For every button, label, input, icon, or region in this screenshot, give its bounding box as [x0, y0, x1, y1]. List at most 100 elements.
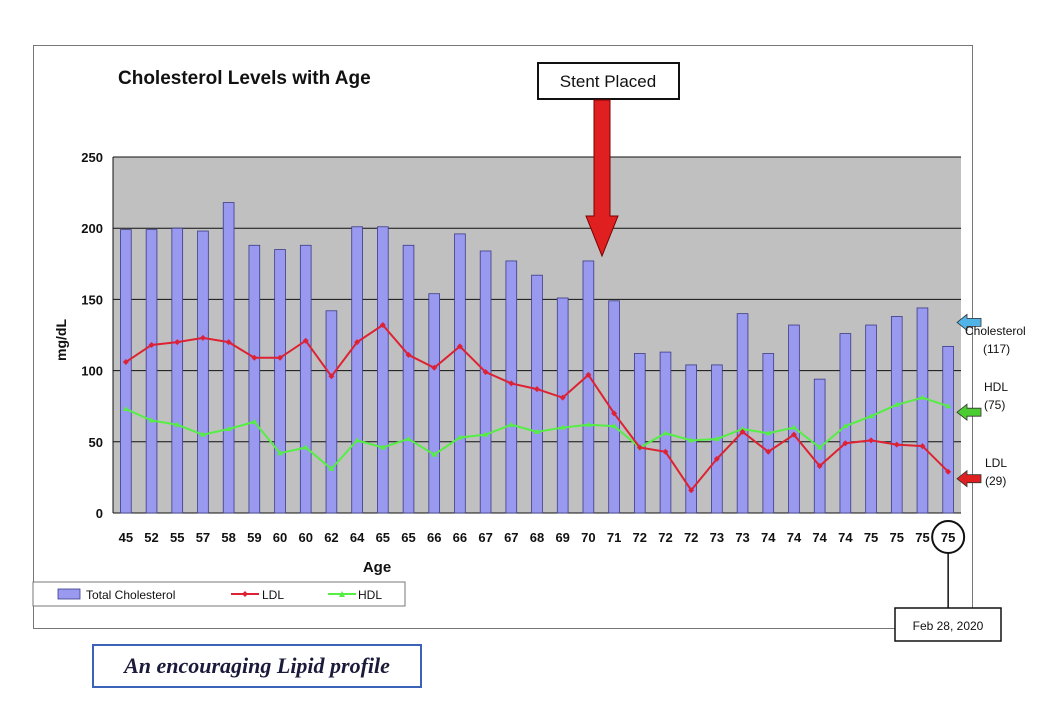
date-callout-label: Feb 28, 2020	[913, 619, 984, 633]
x-tick-label: 67	[504, 530, 518, 545]
bar-total-cholesterol	[788, 324, 800, 514]
x-tick-label: 67	[478, 530, 492, 545]
point-hdl	[354, 437, 361, 443]
point-ldl	[302, 337, 309, 344]
bar-total-cholesterol	[916, 307, 929, 514]
point-ldl	[148, 341, 155, 348]
point-hdl	[842, 423, 849, 429]
bar-total-cholesterol	[428, 293, 441, 514]
x-tick-label: 75	[864, 530, 878, 545]
x-tick-label: 57	[196, 530, 210, 545]
legend-label-hdl: HDL	[358, 588, 382, 602]
point-hdl	[945, 403, 952, 409]
bar-total-cholesterol	[505, 260, 518, 514]
x-tick-label: 52	[144, 530, 158, 545]
point-hdl	[919, 394, 926, 400]
bar-total-cholesterol	[942, 345, 954, 514]
point-hdl	[611, 423, 618, 429]
point-hdl	[482, 431, 489, 437]
x-tick-label: 65	[376, 530, 390, 545]
y-tick-label: 50	[89, 435, 103, 450]
bar-total-cholesterol	[145, 229, 158, 514]
bar-total-cholesterol	[171, 227, 184, 514]
point-hdl	[456, 434, 463, 440]
point-hdl	[122, 406, 129, 412]
x-tick-label: 58	[221, 530, 235, 545]
legend-label-ldl: LDL	[262, 588, 284, 602]
point-ldl	[277, 354, 284, 361]
point-ldl	[225, 339, 232, 346]
bar-total-cholesterol	[351, 226, 363, 514]
point-ldl	[611, 410, 618, 417]
x-tick-label: 73	[735, 530, 749, 545]
x-tick-label: 59	[247, 530, 261, 545]
y-tick-label: 200	[81, 221, 103, 236]
x-tick-label: 69	[555, 530, 569, 545]
point-hdl	[199, 431, 206, 437]
point-ldl	[636, 444, 643, 451]
point-ldl	[585, 371, 592, 378]
bar-total-cholesterol	[299, 244, 312, 514]
point-hdl	[302, 444, 309, 450]
legend-marker-ldl	[242, 591, 248, 597]
y-tick-label: 100	[81, 364, 103, 379]
bar-total-cholesterol	[582, 260, 595, 514]
hdl-arrow	[956, 403, 982, 422]
point-hdl	[662, 430, 669, 436]
bar-total-cholesterol	[402, 244, 415, 514]
point-hdl	[431, 451, 438, 457]
y-tick-label: 250	[81, 150, 103, 165]
point-ldl	[456, 343, 463, 350]
point-ldl	[251, 354, 258, 361]
x-tick-label: 75	[890, 530, 904, 545]
x-tick-label: 62	[324, 530, 338, 545]
hdl-label: HDL	[984, 380, 1008, 394]
date-callout-box	[894, 607, 1002, 642]
y-axis-title: mg/dL	[53, 319, 69, 361]
bar-total-cholesterol	[248, 244, 261, 514]
x-tick-label: 72	[633, 530, 647, 545]
point-hdl	[379, 444, 386, 450]
cholesterol-value: (117)	[983, 342, 1010, 356]
bar-total-cholesterol	[377, 226, 389, 514]
x-tick-label: 60	[298, 530, 312, 545]
point-ldl	[893, 441, 900, 448]
point-ldl	[945, 468, 952, 475]
point-ldl	[739, 428, 746, 435]
x-tick-label: 55	[170, 530, 184, 545]
x-tick-label: 64	[350, 530, 365, 545]
point-hdl	[868, 413, 875, 419]
bar-total-cholesterol	[222, 202, 235, 514]
ldl-label: LDL	[985, 456, 1007, 470]
x-tick-label: 68	[530, 530, 544, 545]
point-ldl	[354, 339, 361, 346]
cholesterol-label: Cholesterol	[965, 324, 1026, 338]
point-ldl	[559, 394, 566, 401]
point-hdl	[148, 417, 155, 423]
x-tick-label: 66	[427, 530, 441, 545]
point-hdl	[765, 430, 772, 436]
point-hdl	[508, 421, 515, 427]
stent-annotation-box	[537, 62, 680, 100]
point-ldl	[765, 448, 772, 455]
cholesterol-arrow	[956, 313, 982, 332]
y-tick-label: 0	[96, 506, 103, 521]
stent-annotation-label: Stent Placed	[560, 72, 656, 91]
point-hdl	[225, 425, 232, 431]
point-ldl	[508, 380, 515, 387]
x-tick-label: 65	[401, 530, 415, 545]
point-hdl	[739, 425, 746, 431]
legend-swatch-total-cholesterol	[57, 588, 81, 600]
hdl-value: (75)	[984, 398, 1005, 412]
bar-total-cholesterol	[633, 353, 646, 514]
bar-total-cholesterol	[890, 316, 903, 514]
x-tick-label: 45	[119, 530, 133, 545]
point-hdl	[688, 437, 695, 443]
x-axis-title: Age	[363, 559, 391, 576]
x-tick-label: 74	[812, 530, 827, 545]
point-ldl	[662, 448, 669, 455]
ldl-value: (29)	[985, 474, 1006, 488]
point-ldl	[328, 373, 335, 380]
ldl-arrow	[956, 469, 982, 488]
x-tick-label: 71	[607, 530, 621, 545]
